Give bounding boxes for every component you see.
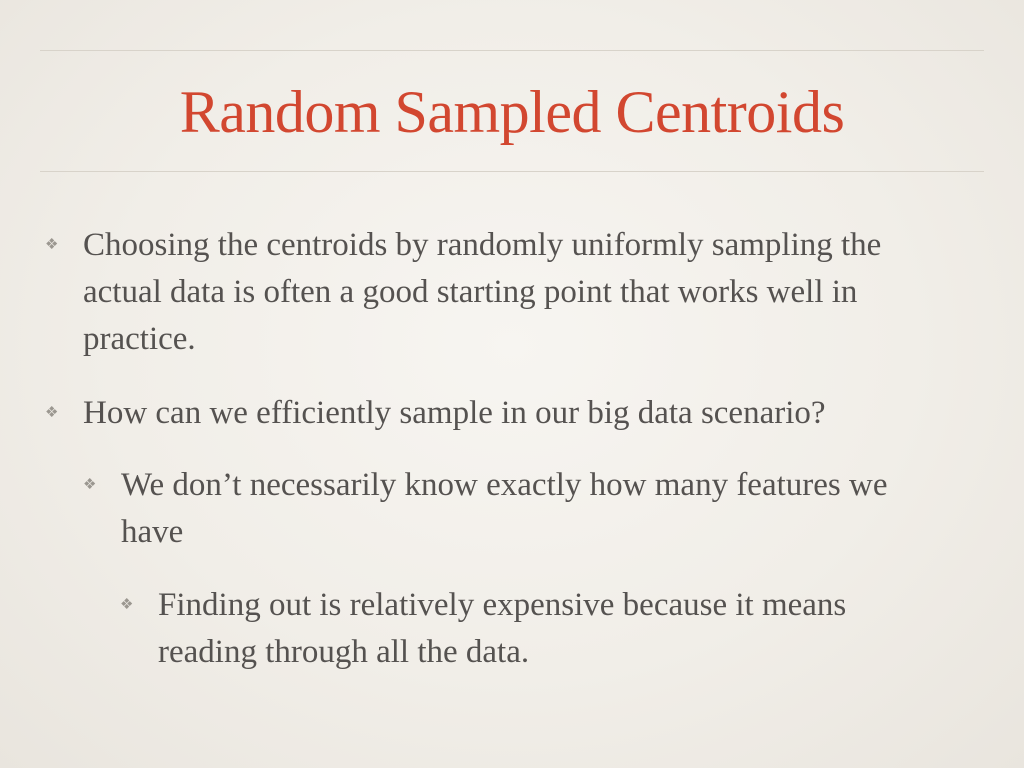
bottom-divider [40,171,984,172]
bullet-marker-icon: ❖ [120,597,134,613]
bullet-item: ❖ How can we efficiently sample in our b… [45,390,1005,437]
bullet-item: ❖ Choosing the centroids by randomly uni… [45,222,945,363]
bullet-marker-icon: ❖ [45,405,59,421]
bullet-text: How can we efficiently sample in our big… [83,395,826,431]
sub-sub-bullet-item: ❖ Finding out is relatively expensive be… [120,582,920,676]
bullet-text: Finding out is relatively expensive beca… [158,587,847,670]
bullet-text: Choosing the centroids by randomly unifo… [83,227,882,357]
slide-title: Random Sampled Centroids [179,79,845,145]
bullet-text: We don’t necessarily know exactly how ma… [121,467,888,550]
bullet-marker-icon: ❖ [45,237,59,253]
bullet-marker-icon: ❖ [83,477,97,493]
sub-bullet-item: ❖ We don’t necessarily know exactly how … [83,462,943,556]
top-divider [40,50,984,51]
